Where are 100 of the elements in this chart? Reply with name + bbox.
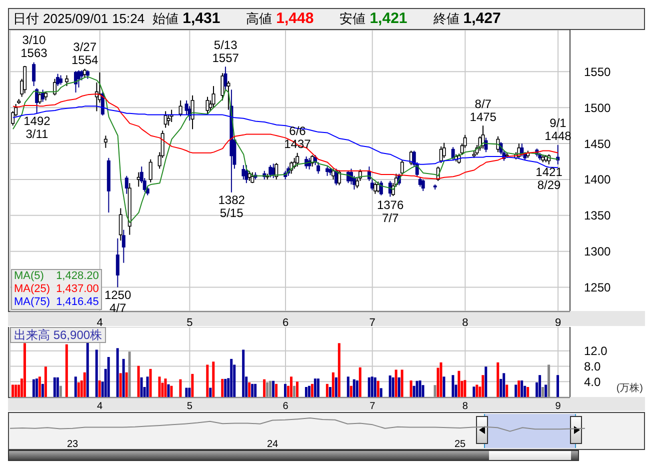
x-tick-label: 7 xyxy=(370,401,376,412)
candlestick xyxy=(206,96,210,116)
bar xyxy=(224,378,227,397)
candlestick xyxy=(224,66,228,90)
candlestick xyxy=(190,94,194,130)
bar xyxy=(53,377,56,397)
bar xyxy=(314,378,316,397)
y-tick-label: 12.0 xyxy=(584,344,608,358)
candlestick xyxy=(59,74,63,86)
bar xyxy=(442,376,446,397)
bar xyxy=(179,379,182,397)
y-tick-label: 1400 xyxy=(584,172,612,187)
candlestick xyxy=(80,70,84,81)
x-tick-label: 25 xyxy=(454,439,466,450)
bar xyxy=(368,377,370,397)
x-tick-label: 8 xyxy=(462,401,468,412)
bar xyxy=(95,350,98,397)
bar xyxy=(350,386,352,397)
x-tick-label: 9 xyxy=(554,316,562,329)
candlestick xyxy=(421,178,425,192)
x-tick-label: 23 xyxy=(66,439,78,450)
bar xyxy=(119,373,122,397)
bar xyxy=(394,370,398,397)
bar xyxy=(86,342,89,397)
bar xyxy=(358,367,362,397)
y-tick-label: 1250 xyxy=(584,280,612,295)
bar xyxy=(310,384,314,397)
candlestick xyxy=(370,178,374,191)
bar xyxy=(292,386,296,397)
x-tick-label: 4 xyxy=(96,316,103,329)
x-tick-label: 7 xyxy=(369,316,376,329)
annotation: 3/27 1554 xyxy=(70,40,100,67)
text: MA(25) 1,437.00 xyxy=(14,283,99,296)
bar xyxy=(254,384,257,397)
bar xyxy=(316,378,320,397)
text: MA(5) 1,428.20 xyxy=(14,270,99,283)
candlestick xyxy=(23,65,27,94)
bar xyxy=(334,377,338,397)
chart-title: 出来高 56,900株 xyxy=(10,327,106,343)
bar xyxy=(410,380,412,397)
bar xyxy=(74,376,77,397)
bar xyxy=(482,375,484,397)
bar xyxy=(32,379,35,397)
bar xyxy=(418,380,422,397)
bar xyxy=(308,386,310,397)
x-tick-label: 8 xyxy=(462,316,468,329)
bar xyxy=(128,352,131,397)
bar xyxy=(56,377,59,397)
x-tick-label: 6 xyxy=(282,401,289,412)
bar xyxy=(328,387,332,397)
bar xyxy=(464,380,466,397)
candlestick xyxy=(220,72,224,101)
bar xyxy=(458,370,460,397)
bar xyxy=(496,362,500,397)
x-tick-label: 6 xyxy=(282,316,289,329)
bar xyxy=(392,377,394,397)
y-tick-label: 1350 xyxy=(584,208,612,223)
bar xyxy=(452,375,454,397)
bar xyxy=(77,382,80,397)
candlestick xyxy=(178,100,182,117)
y-tick-label: 1500 xyxy=(584,100,612,115)
bar xyxy=(209,388,212,397)
bar xyxy=(167,384,170,397)
candlestick xyxy=(122,229,126,264)
bar xyxy=(107,357,110,397)
bar xyxy=(398,377,400,397)
bar xyxy=(23,343,26,397)
x-tick-label: 5 xyxy=(186,401,193,412)
candlestick xyxy=(136,172,140,188)
bar xyxy=(346,376,350,397)
bar xyxy=(400,370,404,397)
bar xyxy=(212,362,215,397)
chart-title: 日付 2025/09/01 15:24 始値 1,431 高値 1,448 安値 1,421 終値 1,427 xyxy=(13,10,501,27)
bar xyxy=(374,377,376,397)
candlestick xyxy=(148,158,152,183)
bar xyxy=(185,388,188,397)
bar xyxy=(44,366,47,397)
bar xyxy=(41,384,44,397)
bar xyxy=(191,374,194,397)
candlestick xyxy=(242,164,246,180)
annotation: 1382 5/15 xyxy=(217,193,246,220)
bar xyxy=(125,372,128,397)
bar xyxy=(304,387,308,397)
candlestick xyxy=(418,176,422,188)
bar xyxy=(544,384,548,397)
candlestick xyxy=(274,162,278,180)
bar xyxy=(137,366,140,397)
candlestick xyxy=(116,238,120,288)
candlestick xyxy=(439,146,443,164)
bar xyxy=(520,380,524,397)
bar xyxy=(65,344,68,397)
candlestick xyxy=(32,62,36,87)
candlestick xyxy=(212,86,216,108)
bar xyxy=(502,373,506,397)
candlestick xyxy=(400,160,404,176)
y-tick-label: 1550 xyxy=(584,64,612,79)
y-tick-label: 4.0 xyxy=(584,374,602,389)
candlestick xyxy=(164,110,168,128)
x-tick-label: 24 xyxy=(266,439,278,450)
y-tick-label: 1450 xyxy=(584,136,612,151)
